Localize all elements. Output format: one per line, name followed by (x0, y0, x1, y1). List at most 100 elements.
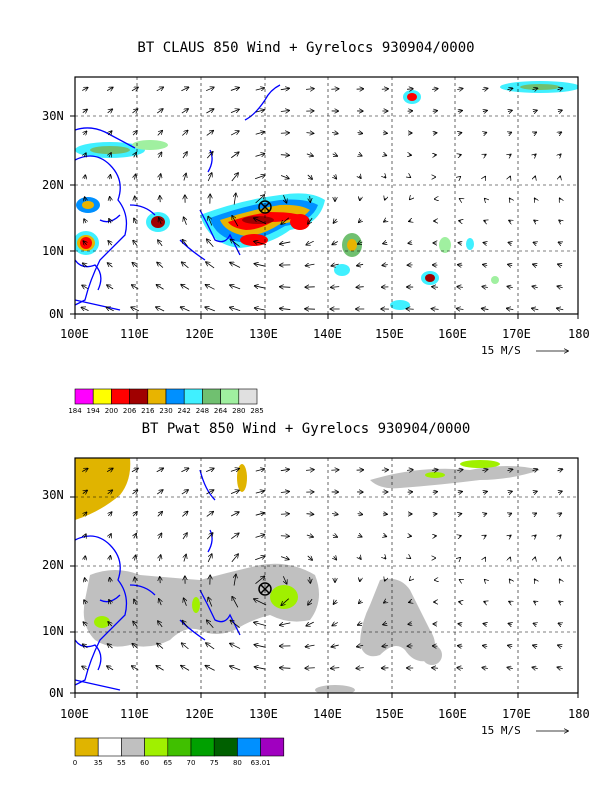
wind-vector (281, 217, 290, 224)
wind-vector (182, 643, 189, 650)
wind-vector (559, 220, 561, 221)
colorbar-label: 60 (140, 759, 149, 767)
wind-vector (134, 153, 137, 158)
wind-vector (485, 580, 486, 581)
wind-vector (255, 132, 265, 134)
wind-vector (483, 110, 487, 111)
wind-vector (508, 242, 511, 243)
wind-vector (82, 285, 89, 288)
top-panel-title: BT CLAUS 850 Wind + Gyrelocs 930904/0000 (137, 40, 475, 56)
wind-vector (83, 109, 87, 112)
colorbar-swatch (213, 737, 238, 757)
wind-vector (357, 264, 364, 265)
wind-vector (133, 241, 137, 246)
wind-vector (534, 220, 536, 221)
wind-vector (508, 645, 513, 646)
wind-vector (255, 667, 266, 669)
wind-vector (484, 221, 486, 222)
wind-vector (432, 492, 437, 493)
wind-vector (109, 534, 111, 538)
bottom-lon-label: 120E (185, 707, 214, 721)
wind-vector (509, 154, 511, 155)
wind-vector (181, 468, 188, 472)
colorbar-swatch (202, 388, 221, 405)
wind-vector (82, 468, 87, 471)
wind-vector (107, 109, 113, 113)
wind-vector (134, 599, 136, 605)
wind-vector (280, 469, 289, 470)
wind-vector (205, 666, 215, 671)
wind-vector (280, 155, 289, 156)
wind-vector (205, 307, 215, 312)
wind-vector (106, 468, 113, 471)
top-lon-label: 170E (502, 327, 531, 341)
wind-vector (306, 470, 314, 471)
wind-vector (559, 132, 562, 134)
wind-vector (508, 264, 512, 265)
wind-vector (85, 556, 86, 560)
wind-vectors (81, 87, 563, 311)
wind-vector (85, 197, 86, 201)
wind-vector (510, 579, 511, 580)
wind-vector (254, 645, 266, 648)
wind-vector (280, 491, 289, 492)
wind-vector (158, 533, 161, 539)
wind-vector (206, 262, 215, 269)
colorbar-label: 35 (94, 759, 103, 767)
wind-vector (533, 110, 537, 111)
wind-vector (310, 576, 311, 583)
wind-vector (85, 578, 86, 582)
wind-vector (484, 536, 486, 537)
wind-vector (255, 576, 264, 585)
wind-vector (308, 598, 313, 605)
wind-vector (132, 490, 137, 494)
wind-vector (358, 242, 363, 244)
top-lat-label-10n: 10N (42, 244, 64, 258)
wind-vector (305, 89, 314, 90)
bottom-panel-title: BT Pwat 850 Wind + Gyrelocs 930904/0000 (141, 421, 471, 437)
wind-vector (109, 153, 111, 157)
wind-vector (482, 286, 488, 287)
wind-vector (559, 601, 561, 602)
wind-vector (484, 602, 486, 603)
wind-vector (157, 262, 164, 268)
wind-vector (255, 195, 265, 204)
wind-vector (385, 579, 386, 581)
wind-vector (358, 154, 361, 156)
wind-vector (535, 198, 536, 199)
wind-vector (534, 601, 536, 602)
wind-vector (457, 287, 463, 288)
colorbar-swatch (111, 388, 130, 405)
wind-vector (83, 131, 86, 134)
wind-vector (132, 644, 138, 649)
wind-vector (83, 490, 87, 493)
wind-vector (255, 513, 264, 515)
wind-vector (131, 307, 140, 312)
wind-vector (182, 621, 188, 628)
wind-vector (432, 89, 438, 90)
wind-vector (83, 644, 88, 648)
wind-vector (410, 558, 411, 559)
wind-vector (280, 623, 291, 625)
colorbar-swatch (220, 388, 240, 405)
wind-vector (106, 87, 113, 90)
wind-vector (181, 490, 188, 495)
wind-vector (384, 536, 387, 537)
wind-vector (230, 239, 240, 247)
wind-vector (306, 621, 314, 626)
wind-vector (206, 533, 212, 540)
wind-vector (158, 152, 161, 158)
wind-vector (208, 216, 213, 226)
wind-vector (254, 241, 267, 246)
wind-vector (230, 307, 241, 311)
top-lat-label-0n: 0N (49, 307, 64, 321)
wind-vector (280, 668, 291, 669)
wind-vector (457, 469, 462, 470)
wind-vector (254, 264, 266, 267)
wind-vector (280, 175, 289, 178)
bottom-vector-scale-label: 15 M/S (481, 724, 521, 737)
bottom-map-panel (75, 458, 578, 693)
wind-vector (509, 513, 512, 514)
wind-vector (158, 240, 163, 247)
